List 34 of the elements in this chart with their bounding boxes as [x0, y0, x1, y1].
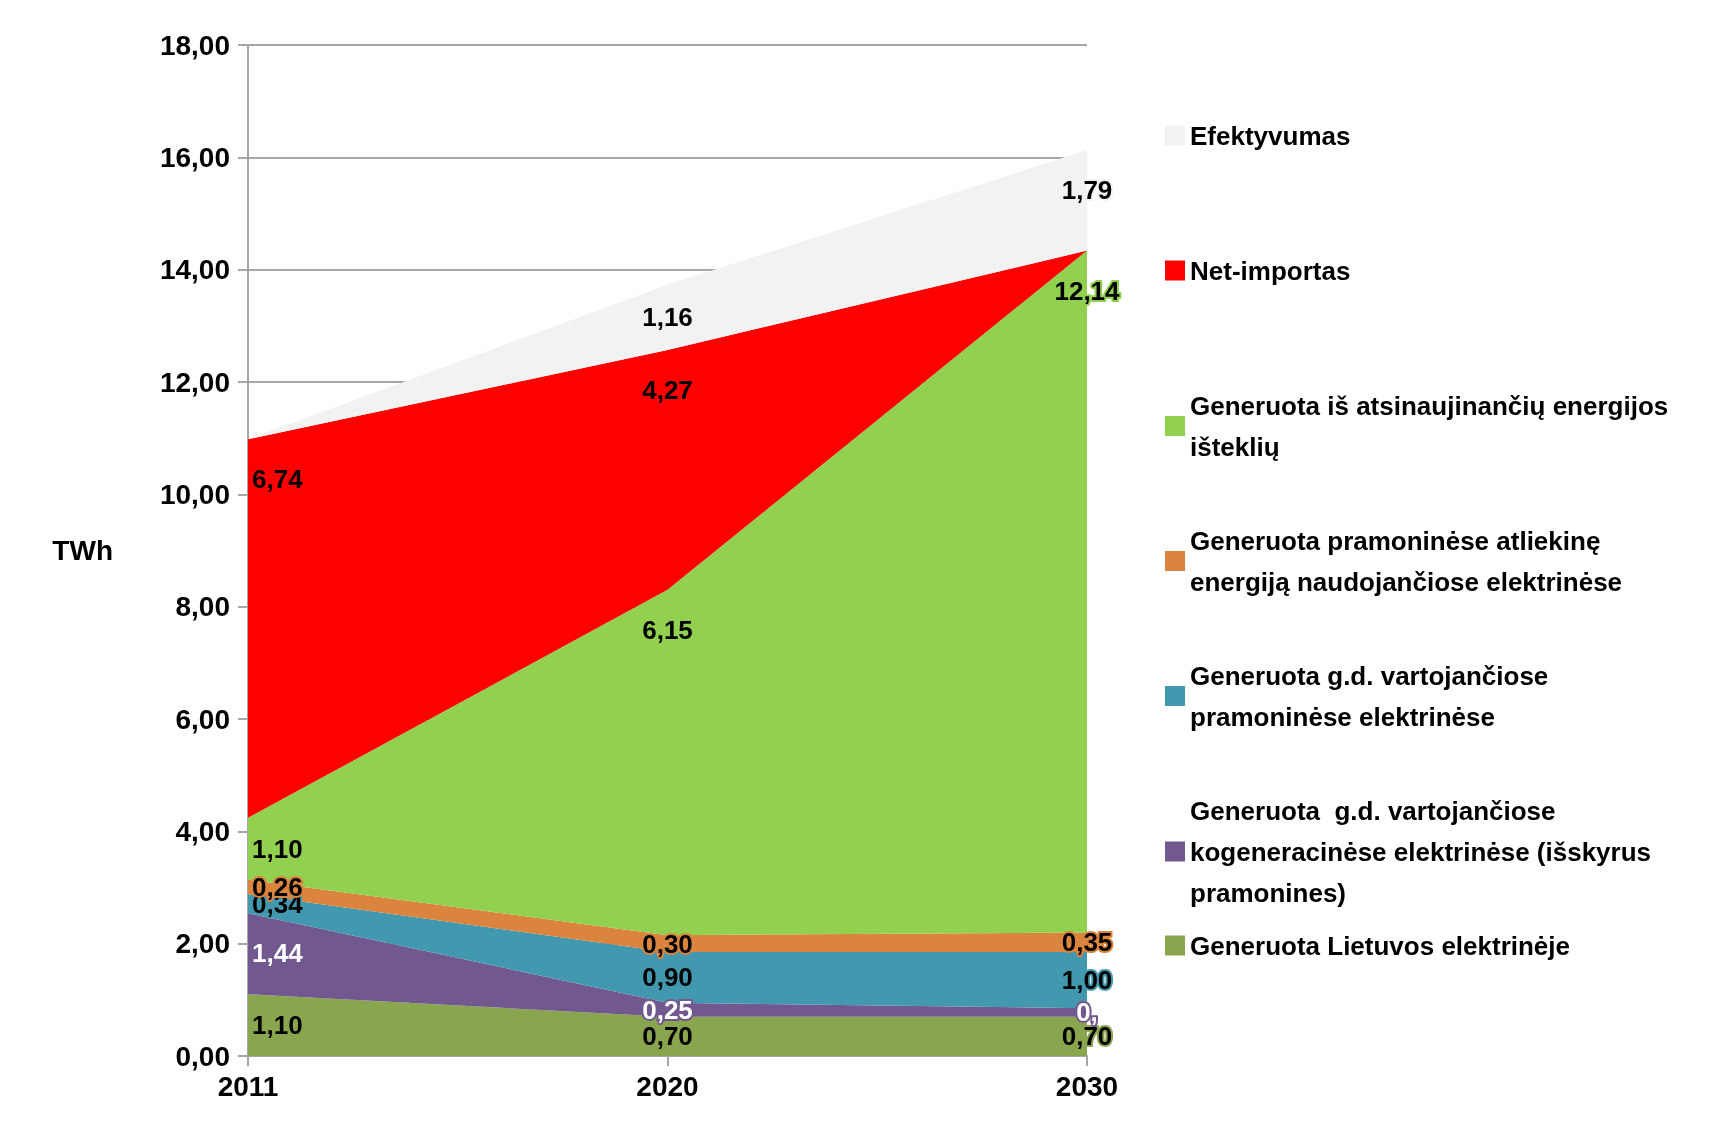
data-label: 0,30 [642, 928, 693, 959]
data-label: 1,10 [252, 1010, 303, 1041]
y-tick-label: 2,00 [175, 928, 230, 960]
data-label: 1,10 [252, 833, 303, 864]
legend-label: Efektyvumas [1190, 120, 1351, 151]
legend-label: Generuota iš atsinaujinančių energijos išteklių [1190, 390, 1676, 462]
data-label: 0,25 [642, 994, 693, 1025]
legend-label: Generuota pramoninėse atliekinę energiją naudojančiose elektrinėse [1190, 525, 1623, 597]
legend-label: Net-importas [1190, 255, 1351, 286]
data-label: 6,15 [642, 614, 693, 645]
x-tick-label: 2030 [1055, 1070, 1119, 1102]
legend-label: Generuota g.d. vartojančiose pramoninėse elektrinėse [1190, 660, 1556, 732]
y-tick-label: 16,00 [159, 141, 230, 173]
x-tick-label: 2020 [636, 1070, 699, 1102]
data-label: 0,35 [1061, 927, 1113, 958]
x-tick-label: 2011 [217, 1070, 279, 1102]
y-tick-label: 6,00 [175, 703, 230, 735]
y-tick-label: 8,00 [175, 591, 230, 623]
y-tick-label: 12,00 [159, 366, 230, 398]
legend-label: Generuota Lietuvos elektrinėje [1190, 930, 1571, 961]
y-tick-label: 4,00 [175, 815, 230, 847]
y-tick-label: 14,00 [159, 254, 230, 286]
y-tick-label: 18,00 [159, 29, 230, 61]
data-label: 1,00 [1061, 965, 1113, 996]
y-tick-label: 10,00 [159, 478, 230, 510]
y-tick-label: 0,00 [175, 1040, 230, 1072]
data-label: 4,27 [642, 374, 693, 405]
data-label: 0,90 [642, 962, 693, 993]
legend-label: Generuota g.d. vartojančiose kogeneracinėse elektrinėse (išskyrus pramonines) [1190, 795, 1659, 908]
data-label: 1,79 [1061, 175, 1113, 206]
data-label: 6,74 [252, 464, 304, 495]
data-label: 1,16 [642, 302, 693, 333]
y-axis-title: TWh [52, 535, 113, 566]
data-label: 1,44 [252, 938, 304, 969]
